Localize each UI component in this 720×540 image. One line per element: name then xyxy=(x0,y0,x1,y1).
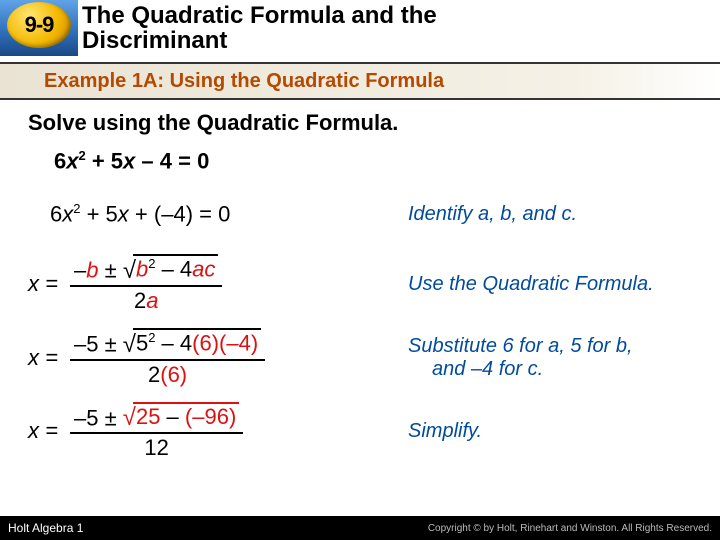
sqrt-2: √52 – 4(6)(–4) xyxy=(123,328,261,357)
simplify-fraction: –5 ± √25 – (–96) 12 xyxy=(70,402,243,461)
row-formula: x = –b ± √b2 – 4ac 2a Use the Quadratic … xyxy=(28,254,708,314)
note-identify: Identify a, b, and c. xyxy=(408,203,708,226)
example-bar: Example 1A: Using the Quadratic Formula xyxy=(0,62,720,100)
lesson-badge: 9-9 xyxy=(4,0,74,50)
sqrt-3: √25 – (–96) xyxy=(123,402,239,430)
header-title-line2: Discriminant xyxy=(82,28,720,53)
header: 9-9 The Quadratic Formula and the Discri… xyxy=(0,0,720,56)
formula-fraction: –b ± √b2 – 4ac 2a xyxy=(70,254,222,314)
example-bar-text: Example 1A: Using the Quadratic Formula xyxy=(44,70,444,93)
footer: Holt Algebra 1 Copyright © by Holt, Rine… xyxy=(0,516,720,540)
footer-right: Copyright © by Holt, Rinehart and Winsto… xyxy=(428,523,712,534)
note-formula: Use the Quadratic Formula. xyxy=(408,273,708,296)
equation-bold: 6x2 + 5x – 4 = 0 xyxy=(54,148,708,174)
x-equals-2: x = xyxy=(28,345,70,371)
substitute-fraction: –5 ± √52 – 4(6)(–4) 2(6) xyxy=(70,328,265,388)
note-simplify: Simplify. xyxy=(408,420,708,443)
instruction: Solve using the Quadratic Formula. xyxy=(28,110,708,136)
row-identify: 6x2 + 5x + (–4) = 0 Identify a, b, and c… xyxy=(28,188,708,240)
badge-oval: 9-9 xyxy=(7,2,71,48)
x-equals-3: x = xyxy=(28,418,70,444)
x-equals-1: x = xyxy=(28,271,70,297)
badge-label: 9-9 xyxy=(25,12,54,38)
sqrt-1: √b2 – 4ac xyxy=(123,254,219,283)
equation-plain: 6x2 + 5x + (–4) = 0 xyxy=(50,201,230,227)
header-title: The Quadratic Formula and the Discrimina… xyxy=(78,0,720,56)
footer-left: Holt Algebra 1 xyxy=(8,521,83,535)
content: Solve using the Quadratic Formula. 6x2 +… xyxy=(0,100,720,461)
note-substitute: Substitute 6 for a, 5 for b, and –4 for … xyxy=(408,335,708,381)
row-substitute: x = –5 ± √52 – 4(6)(–4) 2(6) Substitute … xyxy=(28,328,708,388)
row-simplify: x = –5 ± √25 – (–96) 12 Simplify. xyxy=(28,402,708,461)
header-title-line1: The Quadratic Formula and the xyxy=(82,3,720,28)
